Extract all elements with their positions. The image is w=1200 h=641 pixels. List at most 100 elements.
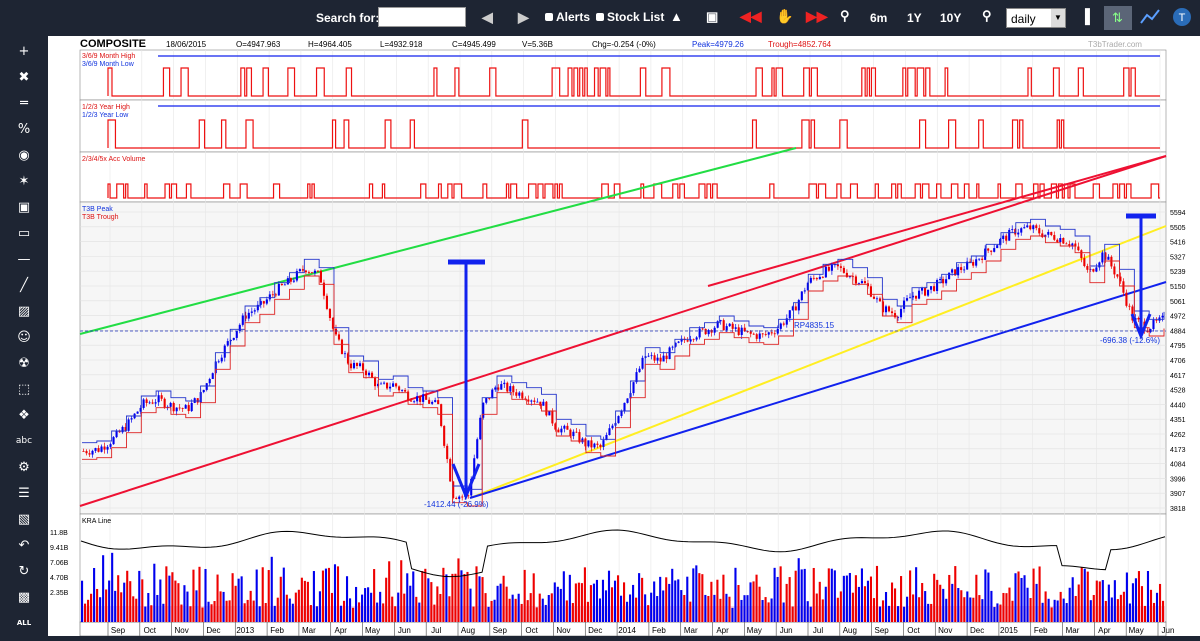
candle-body (948, 272, 951, 280)
target-icon[interactable]: ◉ (18, 147, 30, 163)
candle-body (178, 407, 181, 409)
volume-bar (1161, 600, 1165, 622)
t3b-peak-label: T3B Peak (82, 206, 113, 213)
pattern-icon[interactable]: ▧ (17, 511, 31, 527)
candle-body (467, 495, 470, 497)
interval-select[interactable]: daily ▼ (1006, 8, 1066, 28)
volume-bar (1155, 592, 1159, 622)
camera-icon[interactable]: ▣ (706, 9, 719, 24)
volume-bar (403, 593, 406, 622)
volume-bar (421, 571, 424, 622)
candle-body (530, 400, 533, 402)
range-1y-button[interactable]: 1Y (907, 11, 922, 25)
fast-forward-icon[interactable]: ▶▶ (806, 8, 828, 24)
volume-bar (1020, 577, 1023, 622)
zoom-out-icon[interactable]: ⚲ (982, 8, 992, 23)
candle-body (352, 362, 356, 369)
candle-body (611, 425, 614, 429)
range-10y-button[interactable]: 10Y (940, 11, 962, 25)
volume-bar (915, 567, 918, 622)
volume-bar (607, 570, 611, 622)
candle-body (863, 281, 866, 284)
y-axis: 5594 5505 5416 5327 5239 5150 5061 4972 4884 4795… (1170, 210, 1186, 513)
year-low-label: 1/2/3 Year Low (82, 112, 129, 119)
refresh-icon[interactable]: ↻ (18, 563, 30, 579)
volume-bar (361, 594, 364, 622)
candle-body (340, 339, 344, 354)
trend-line-icon[interactable]: ╱ (20, 277, 28, 293)
comment-icon[interactable]: ▭ (17, 225, 31, 241)
person-icon[interactable]: ☺ (17, 329, 31, 345)
volume-bar (397, 592, 400, 622)
candle-body (1071, 243, 1074, 246)
layers-icon[interactable]: ☰ (18, 485, 30, 501)
save-icon[interactable]: ▣ (17, 199, 31, 215)
x-tick-label: Mar (302, 626, 316, 635)
candle-body (803, 290, 806, 292)
x-tick-label: May (1129, 626, 1144, 635)
hatch-icon[interactable]: ▨ (17, 303, 31, 319)
zoom-in-icon[interactable]: ⚲ (840, 8, 850, 23)
horizontal-lines-icon[interactable]: ═ (20, 95, 28, 111)
volume-bar (487, 606, 490, 622)
candle-body (770, 332, 773, 334)
volume-bar (189, 606, 192, 622)
volume-bar (427, 578, 430, 622)
candle-body (509, 386, 512, 392)
volume-bar (388, 561, 391, 622)
image-icon[interactable]: ▩ (17, 589, 31, 605)
volume-bar (966, 591, 969, 622)
volume-bar (1005, 593, 1008, 622)
rewind-icon[interactable]: ◀◀ (740, 8, 762, 24)
cross-line-icon[interactable]: ✖ (18, 69, 30, 85)
all-icon[interactable]: ALL (16, 619, 32, 627)
line-chart-icon[interactable] (1140, 8, 1160, 26)
horizontal-line-icon[interactable]: — (17, 251, 31, 267)
range-6m-button[interactable]: 6m (870, 11, 888, 25)
candle-body (942, 278, 945, 284)
candle-body (921, 287, 924, 291)
volume-bar (960, 590, 963, 622)
volume-bar (978, 595, 981, 622)
y-tick-label: 5594 (1170, 210, 1186, 217)
undo-icon[interactable]: ↶ (18, 537, 30, 553)
right-arrow-icon[interactable]: ▶ (518, 9, 529, 25)
dotted-box-icon[interactable]: ⬚ (17, 381, 31, 397)
volume-bar (954, 566, 957, 622)
percent-icon[interactable]: % (17, 121, 31, 137)
candle-body (103, 446, 106, 450)
left-arrow-icon[interactable]: ◀ (482, 9, 493, 25)
volume-bar (653, 581, 656, 622)
magic-wand-icon[interactable]: ✶ (18, 173, 30, 189)
volume-bar (261, 567, 264, 622)
kra-chart (80, 529, 1166, 622)
candle-body (755, 334, 758, 339)
volume-bar (192, 569, 195, 622)
candle-body (202, 389, 205, 393)
stars-icon[interactable]: ❖ (18, 407, 30, 423)
ticker-icon[interactable]: T (1172, 7, 1192, 27)
search-input[interactable] (378, 7, 466, 27)
volume-bar (559, 588, 562, 622)
volume-bar (616, 575, 620, 622)
candle-body (428, 399, 431, 404)
candle-body (854, 276, 857, 284)
indicator-icon[interactable]: ▐ (1080, 8, 1090, 24)
candle-body (716, 321, 719, 328)
candle-body (1023, 227, 1026, 229)
volume-bar (1053, 599, 1056, 622)
volume-bar (921, 583, 924, 622)
abc-text-icon[interactable]: abc (15, 436, 33, 446)
settings-icon[interactable]: ⚙ (18, 459, 30, 475)
candle-body (566, 425, 569, 430)
green-trend-line (79, 147, 797, 335)
compare-button[interactable]: ⇅ (1104, 6, 1132, 30)
volume-bar (147, 593, 150, 622)
hand-icon[interactable]: ✋ (776, 8, 794, 24)
stock-list-button[interactable]: Stock List (596, 10, 664, 24)
alerts-button[interactable]: Alerts (545, 10, 590, 24)
volume-bar (842, 575, 845, 622)
bell-icon[interactable]: ▲ (670, 9, 683, 24)
plus-icon[interactable]: + (18, 43, 30, 59)
bell-icon[interactable]: ☢ (18, 355, 30, 371)
